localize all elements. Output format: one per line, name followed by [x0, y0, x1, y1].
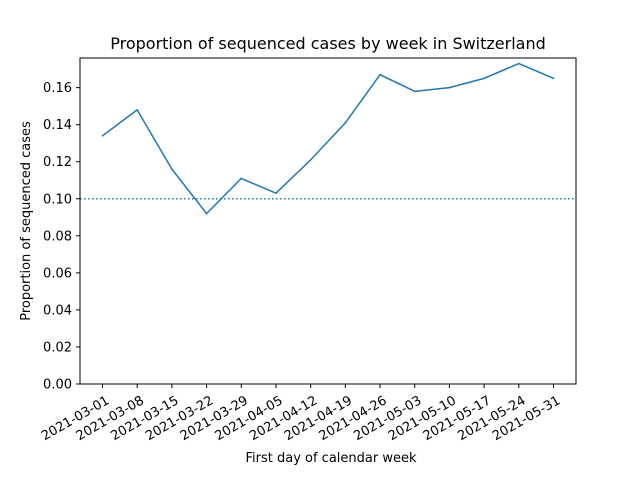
series-line: [102, 62, 554, 215]
plot-area: [79, 57, 577, 385]
series-point: [205, 212, 208, 215]
series-point: [275, 192, 277, 195]
y-axis: 0.00 0.02 0.04 0.06 0.08 0.10 0.12 0.14 0.16: [43, 81, 80, 393]
series-point: [552, 77, 555, 80]
series-point: [171, 168, 173, 170]
series-point: [240, 177, 243, 180]
x-axis: 2021-03-012021-03-082021-03-152021-03-22…: [39, 384, 563, 444]
y-tick-label: 0.14: [43, 118, 72, 133]
series-point: [101, 134, 104, 137]
chart-title: Proportion of sequenced cases by week in…: [110, 34, 546, 53]
series-point: [309, 159, 312, 161]
series-point: [448, 86, 451, 89]
y-axis-label: Proportion of sequenced cases: [19, 121, 34, 321]
x-axis-label: First day of calendar week: [245, 451, 416, 466]
series-point: [379, 73, 381, 76]
y-tick-label: 0.16: [43, 81, 72, 96]
series-point: [413, 90, 416, 93]
y-tick-label: 0.02: [43, 340, 72, 355]
y-tick-label: 0.00: [43, 378, 72, 393]
y-tick-label: 0.12: [43, 155, 72, 170]
y-tick-label: 0.10: [43, 192, 72, 207]
y-tick-label: 0.04: [43, 303, 72, 318]
y-tick-label: 0.06: [43, 266, 72, 281]
series-point: [136, 109, 138, 111]
series-point: [483, 77, 485, 80]
series-point: [518, 62, 520, 65]
series-point: [344, 122, 347, 124]
y-tick-label: 0.08: [43, 229, 72, 244]
plot-frame: [79, 57, 577, 385]
